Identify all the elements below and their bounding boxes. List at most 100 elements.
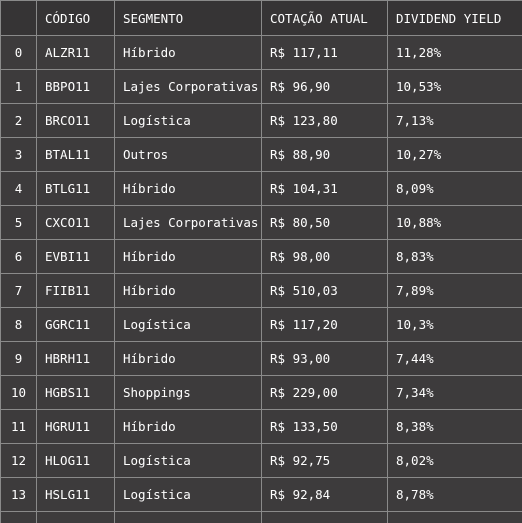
cell-codigo: EVBI11: [36, 239, 115, 274]
row-index: [0, 511, 37, 523]
cell-segmento: Híbrido: [114, 171, 262, 206]
header-index: [0, 0, 37, 36]
cell-segmento: Logística: [114, 443, 262, 478]
header-dividend-yield[interactable]: DIVIDEND YIELD: [387, 0, 522, 36]
table-row[interactable]: 10 HGBS11 Shoppings R$ 229,00 7,34%: [0, 375, 522, 410]
table-row[interactable]: 8 GGRC11 Logística R$ 117,20 10,3%: [0, 307, 522, 342]
cell-segmento: Híbrido: [114, 409, 262, 444]
cell-segmento: Logística: [114, 307, 262, 342]
cell-segmento: Híbrido: [114, 35, 262, 70]
cell-cotacao: R$ 123,80: [261, 103, 388, 138]
row-index: 5: [0, 205, 37, 240]
table-row[interactable]: 1 BBPO11 Lajes Corporativas R$ 96,90 10,53%: [0, 69, 522, 104]
row-index: 10: [0, 375, 37, 410]
cell-codigo: BRCO11: [36, 103, 115, 138]
cell-cotacao: R$ 88,90: [261, 137, 388, 172]
cell-cotacao: R$ 510,03: [261, 273, 388, 308]
cell-codigo: ALZR11: [36, 35, 115, 70]
table-row[interactable]: [0, 511, 522, 523]
cell-codigo: BTAL11: [36, 137, 115, 172]
cell-dividend-yield: 8,83%: [387, 239, 522, 274]
cell-cotacao: R$ 92,84: [261, 477, 388, 512]
cell-cotacao: [261, 511, 388, 523]
cell-codigo: [36, 511, 115, 523]
row-index: 11: [0, 409, 37, 444]
table-row[interactable]: 0 ALZR11 Híbrido R$ 117,11 11,28%: [0, 35, 522, 70]
table-row[interactable]: 9 HBRH11 Híbrido R$ 93,00 7,44%: [0, 341, 522, 376]
cell-cotacao: R$ 96,90: [261, 69, 388, 104]
table-row[interactable]: 5 CXCO11 Lajes Corporativas R$ 80,50 10,88%: [0, 205, 522, 240]
cell-dividend-yield: 7,89%: [387, 273, 522, 308]
cell-codigo: BBPO11: [36, 69, 115, 104]
cell-codigo: FIIB11: [36, 273, 115, 308]
cell-dividend-yield: 10,3%: [387, 307, 522, 342]
cell-dividend-yield: 7,44%: [387, 341, 522, 376]
header-cotacao-atual[interactable]: COTAÇÃO ATUAL: [261, 0, 388, 36]
cell-segmento: Outros: [114, 137, 262, 172]
cell-dividend-yield: 8,09%: [387, 171, 522, 206]
row-index: 8: [0, 307, 37, 342]
cell-dividend-yield: 10,27%: [387, 137, 522, 172]
row-index: 7: [0, 273, 37, 308]
cell-cotacao: R$ 80,50: [261, 205, 388, 240]
cell-dividend-yield: 10,53%: [387, 69, 522, 104]
cell-cotacao: R$ 229,00: [261, 375, 388, 410]
cell-cotacao: R$ 98,00: [261, 239, 388, 274]
cell-cotacao: R$ 92,75: [261, 443, 388, 478]
row-index: 0: [0, 35, 37, 70]
cell-codigo: CXCO11: [36, 205, 115, 240]
cell-codigo: HBRH11: [36, 341, 115, 376]
cell-cotacao: R$ 93,00: [261, 341, 388, 376]
cell-segmento: [114, 511, 262, 523]
table-row[interactable]: 2 BRCO11 Logística R$ 123,80 7,13%: [0, 103, 522, 138]
cell-segmento: Shoppings: [114, 375, 262, 410]
cell-dividend-yield: 10,88%: [387, 205, 522, 240]
cell-dividend-yield: 11,28%: [387, 35, 522, 70]
cell-codigo: HLOG11: [36, 443, 115, 478]
cell-cotacao: R$ 117,11: [261, 35, 388, 70]
row-index: 13: [0, 477, 37, 512]
table-row[interactable]: 3 BTAL11 Outros R$ 88,90 10,27%: [0, 137, 522, 172]
header-segmento[interactable]: SEGMENTO: [114, 0, 262, 36]
row-index: 9: [0, 341, 37, 376]
cell-codigo: HSLG11: [36, 477, 115, 512]
cell-dividend-yield: 8,38%: [387, 409, 522, 444]
header-codigo[interactable]: CÓDIGO: [36, 0, 115, 36]
cell-dividend-yield: 7,34%: [387, 375, 522, 410]
row-index: 2: [0, 103, 37, 138]
row-index: 12: [0, 443, 37, 478]
cell-segmento: Lajes Corporativas: [114, 205, 262, 240]
cell-segmento: Híbrido: [114, 239, 262, 274]
header-row: CÓDIGO SEGMENTO COTAÇÃO ATUAL DIVIDEND Y…: [0, 0, 522, 36]
cell-dividend-yield: 8,78%: [387, 477, 522, 512]
table-row[interactable]: 12 HLOG11 Logística R$ 92,75 8,02%: [0, 443, 522, 478]
row-index: 1: [0, 69, 37, 104]
cell-cotacao: R$ 133,50: [261, 409, 388, 444]
cell-dividend-yield: [387, 511, 522, 523]
cell-segmento: Lajes Corporativas: [114, 69, 262, 104]
row-index: 4: [0, 171, 37, 206]
cell-codigo: HGRU11: [36, 409, 115, 444]
table-header: CÓDIGO SEGMENTO COTAÇÃO ATUAL DIVIDEND Y…: [0, 0, 522, 36]
cell-segmento: Híbrido: [114, 273, 262, 308]
cell-dividend-yield: 8,02%: [387, 443, 522, 478]
cell-segmento: Logística: [114, 477, 262, 512]
table-body: 0 ALZR11 Híbrido R$ 117,11 11,28% 1 BBPO11 Laje…: [0, 35, 522, 523]
table-row[interactable]: 6 EVBI11 Híbrido R$ 98,00 8,83%: [0, 239, 522, 274]
cell-codigo: GGRC11: [36, 307, 115, 342]
table-row[interactable]: 13 HSLG11 Logística R$ 92,84 8,78%: [0, 477, 522, 512]
table-row[interactable]: 11 HGRU11 Híbrido R$ 133,50 8,38%: [0, 409, 522, 444]
cell-codigo: BTLG11: [36, 171, 115, 206]
cell-dividend-yield: 7,13%: [387, 103, 522, 138]
row-index: 3: [0, 137, 37, 172]
table-row[interactable]: 7 FIIB11 Híbrido R$ 510,03 7,89%: [0, 273, 522, 308]
row-index: 6: [0, 239, 37, 274]
table-row[interactable]: 4 BTLG11 Híbrido R$ 104,31 8,09%: [0, 171, 522, 206]
cell-cotacao: R$ 117,20: [261, 307, 388, 342]
cell-segmento: Híbrido: [114, 341, 262, 376]
cell-codigo: HGBS11: [36, 375, 115, 410]
cell-segmento: Logística: [114, 103, 262, 138]
cell-cotacao: R$ 104,31: [261, 171, 388, 206]
